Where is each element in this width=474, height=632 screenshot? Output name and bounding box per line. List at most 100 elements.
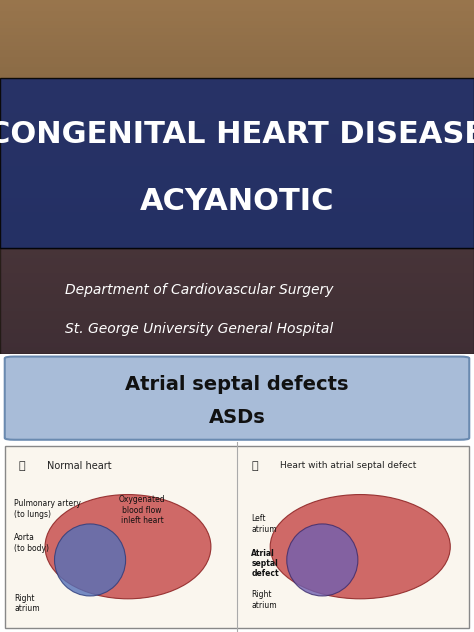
Bar	[0, 230, 474, 234]
Bar	[0, 265, 474, 269]
Bar	[0, 0, 474, 4]
Bar	[0, 159, 474, 163]
Bar	[0, 57, 474, 60]
Text: Atrial septal defects: Atrial septal defects	[125, 375, 349, 394]
Bar	[0, 294, 474, 297]
Bar	[0, 272, 474, 276]
FancyBboxPatch shape	[0, 78, 474, 248]
Text: Ⓐ: Ⓐ	[19, 461, 26, 471]
Bar	[0, 135, 474, 138]
Bar	[0, 21, 474, 25]
Bar	[0, 117, 474, 120]
Bar	[0, 14, 474, 18]
Bar	[0, 85, 474, 88]
Bar	[0, 4, 474, 7]
Bar	[0, 53, 474, 57]
Bar	[0, 297, 474, 301]
Bar	[0, 305, 474, 308]
Ellipse shape	[287, 524, 358, 596]
Bar	[0, 131, 474, 135]
Bar	[0, 149, 474, 152]
Bar	[0, 258, 474, 262]
Bar	[0, 343, 474, 347]
Bar	[0, 28, 474, 32]
Bar	[0, 60, 474, 64]
Bar	[0, 142, 474, 145]
Bar	[0, 262, 474, 265]
Text: Ⓑ: Ⓑ	[251, 461, 258, 471]
Bar	[0, 35, 474, 39]
Bar	[0, 319, 474, 322]
Bar	[0, 18, 474, 21]
Text: Department of Cardiovascular Surgery: Department of Cardiovascular Surgery	[65, 283, 333, 297]
Bar	[0, 212, 474, 216]
Bar	[0, 205, 474, 209]
Bar	[0, 255, 474, 258]
Text: ASDs: ASDs	[209, 408, 265, 427]
Bar	[0, 113, 474, 117]
Bar	[0, 46, 474, 49]
Bar	[0, 124, 474, 128]
Bar	[0, 155, 474, 159]
Bar	[0, 11, 474, 14]
Bar	[0, 216, 474, 219]
Bar	[0, 102, 474, 106]
Bar	[0, 25, 474, 28]
Bar	[0, 82, 474, 85]
FancyBboxPatch shape	[5, 356, 469, 440]
Bar	[0, 325, 474, 329]
Bar	[0, 32, 474, 35]
Ellipse shape	[270, 494, 450, 599]
Bar	[0, 49, 474, 53]
Text: Atrial
septal
defect: Atrial septal defect	[251, 549, 279, 578]
Bar	[0, 106, 474, 110]
Bar	[0, 315, 474, 319]
Bar	[0, 42, 474, 46]
Bar	[0, 244, 474, 248]
Bar	[0, 166, 474, 170]
Bar	[0, 170, 474, 173]
Bar	[0, 276, 474, 279]
Bar	[0, 152, 474, 155]
Bar	[0, 226, 474, 230]
Bar	[0, 202, 474, 205]
Bar	[0, 145, 474, 149]
Bar	[0, 223, 474, 226]
Text: Aorta
(to body): Aorta (to body)	[14, 533, 49, 553]
Bar	[0, 173, 474, 177]
Bar	[0, 138, 474, 142]
Bar	[0, 340, 474, 343]
Bar	[0, 195, 474, 198]
Text: Right
atrium: Right atrium	[251, 590, 277, 610]
Bar	[0, 198, 474, 202]
Bar	[0, 237, 474, 241]
Bar	[0, 128, 474, 131]
Bar	[0, 308, 474, 312]
Bar	[0, 350, 474, 354]
Text: Right
atrium: Right atrium	[14, 594, 40, 614]
Bar	[0, 177, 474, 181]
Bar	[0, 71, 474, 75]
Text: Oxygenated
blood flow
inleft heart: Oxygenated blood flow inleft heart	[119, 495, 165, 525]
Bar	[0, 248, 474, 252]
Bar	[0, 92, 474, 95]
Bar	[0, 75, 474, 78]
Ellipse shape	[45, 494, 211, 599]
Bar	[0, 191, 474, 195]
Bar	[0, 39, 474, 42]
Ellipse shape	[55, 524, 126, 596]
Bar	[0, 312, 474, 315]
Bar	[0, 269, 474, 272]
Text: Heart with atrial septal defect: Heart with atrial septal defect	[280, 461, 416, 470]
Bar	[0, 110, 474, 113]
Text: Left
atrium: Left atrium	[251, 514, 277, 534]
Text: ACYANOTIC: ACYANOTIC	[140, 187, 334, 216]
Text: Normal heart: Normal heart	[47, 461, 112, 471]
Bar	[0, 67, 474, 71]
Bar	[0, 95, 474, 99]
Bar	[0, 184, 474, 188]
Bar	[0, 120, 474, 124]
Bar	[0, 234, 474, 237]
FancyBboxPatch shape	[0, 248, 474, 354]
Text: St. George University General Hospital: St. George University General Hospital	[65, 322, 333, 336]
